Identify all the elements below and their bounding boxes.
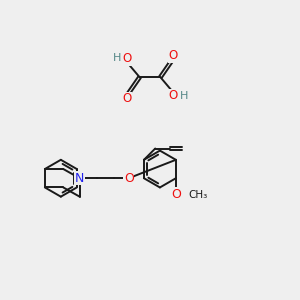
Text: O: O bbox=[122, 52, 131, 65]
Text: O: O bbox=[169, 89, 178, 102]
Text: N: N bbox=[75, 172, 84, 185]
Text: O: O bbox=[124, 172, 134, 185]
Text: O: O bbox=[122, 92, 131, 105]
Text: O: O bbox=[169, 49, 178, 62]
Text: H: H bbox=[113, 53, 121, 64]
Text: H: H bbox=[180, 91, 188, 101]
Text: CH₃: CH₃ bbox=[188, 190, 208, 200]
Text: O: O bbox=[171, 188, 181, 201]
